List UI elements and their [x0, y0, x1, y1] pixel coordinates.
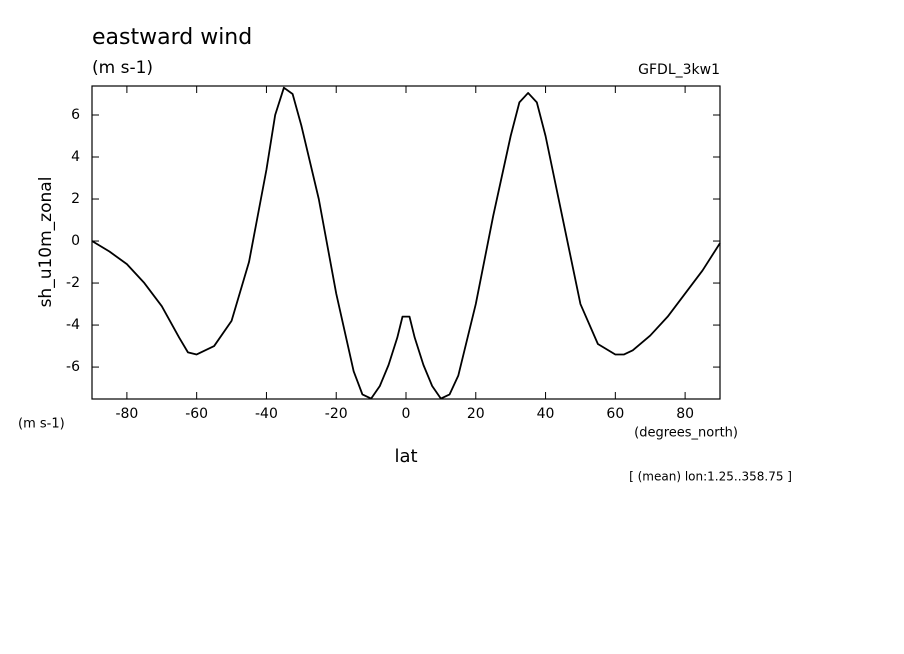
x-tick-label: 0: [402, 406, 411, 422]
model-label: GFDL_3kw1: [638, 62, 720, 78]
y-tick-label: 0: [71, 233, 80, 249]
plot-frame: [91, 85, 721, 400]
y-tick-label: 6: [71, 107, 80, 123]
footnote: [ (mean) lon:1.25..358.75 ]: [629, 470, 792, 484]
x-tick-label: 40: [537, 406, 555, 422]
x-tick-label: -40: [255, 406, 278, 422]
x-tick-label: 20: [467, 406, 485, 422]
x-units: (degrees_north): [634, 426, 738, 441]
x-tick-label: -20: [325, 406, 348, 422]
data-line: [91, 86, 721, 400]
x-tick-label: -80: [115, 406, 138, 422]
x-axis-label: lat: [394, 446, 417, 467]
x-tick-label: 80: [676, 406, 694, 422]
x-tick-label: -60: [185, 406, 208, 422]
y-tick-label: -6: [66, 359, 80, 375]
y-tick-label: -2: [66, 275, 80, 291]
y-tick-label: -4: [66, 317, 80, 333]
y-tick-label: 2: [71, 191, 80, 207]
x-tick-label: 60: [606, 406, 624, 422]
chart-title: eastward wind: [92, 25, 252, 50]
y-tick-label: 4: [71, 149, 80, 165]
y-units: (m s-1): [18, 417, 65, 432]
y-axis-label: sh_u10m_zonal: [36, 177, 56, 308]
chart-subtitle: (m s-1): [92, 58, 153, 78]
